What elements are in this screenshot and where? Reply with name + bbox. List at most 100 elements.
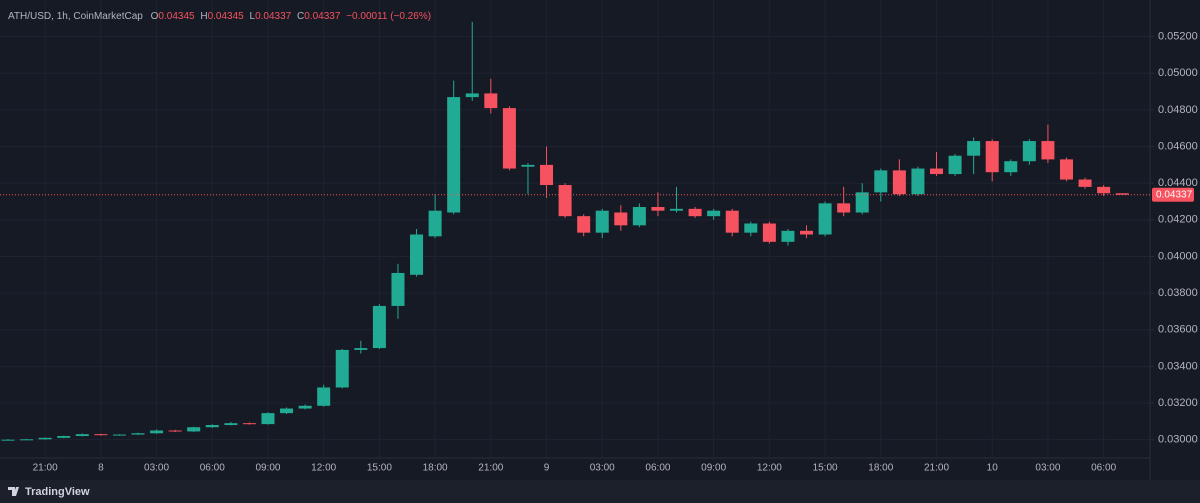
- ohlc-key: H: [200, 11, 207, 22]
- y-tick-label: 0.05200: [1158, 31, 1198, 43]
- x-tick-label: 06:00: [200, 463, 225, 474]
- footer-bar: [0, 480, 1200, 503]
- x-tick-label: 21:00: [924, 463, 949, 474]
- candle-body: [38, 437, 52, 440]
- candle-body: [874, 170, 888, 193]
- candle-body: [168, 430, 182, 432]
- x-tick-label: 03:00: [1035, 463, 1060, 474]
- candle-body: [94, 434, 108, 436]
- y-tick-label: 0.03800: [1158, 287, 1198, 299]
- candle-body: [632, 207, 646, 226]
- ohlc-key: O: [151, 11, 159, 22]
- candle-body: [20, 439, 34, 441]
- x-tick-label: 15:00: [367, 463, 392, 474]
- candle-body: [1004, 161, 1018, 173]
- candle-body: [57, 436, 71, 438]
- candle-body: [224, 423, 238, 426]
- candle-body: [150, 430, 164, 434]
- ohlc-key: L: [250, 11, 256, 22]
- x-tick-label: 15:00: [813, 463, 838, 474]
- x-tick-label: 12:00: [757, 463, 782, 474]
- candle-body: [558, 185, 572, 217]
- candle-body: [410, 234, 424, 275]
- x-tick-label: 12:00: [311, 463, 336, 474]
- candles: [1, 21, 1129, 441]
- candle-body: [948, 155, 962, 175]
- x-tick-label: 10: [987, 463, 999, 474]
- x-tick-label: 18:00: [868, 463, 893, 474]
- symbol: ATH/USD, 1h, CoinMarketCap: [8, 11, 143, 22]
- candle-body: [967, 141, 981, 156]
- candle-body: [205, 425, 219, 428]
- candle-body: [465, 93, 479, 98]
- candle-body: [1041, 141, 1055, 160]
- y-tick-label: 0.04400: [1158, 177, 1198, 189]
- candle-body: [131, 433, 145, 435]
- candle-body: [317, 387, 331, 406]
- candle-body: [595, 210, 609, 233]
- candle-body: [484, 93, 498, 109]
- chart-header: ATH/USD, 1h, CoinMarketCap O 0.04345 H 0.0…: [8, 11, 431, 22]
- candle-body: [1022, 141, 1036, 162]
- candle-body: [855, 192, 869, 213]
- candle-body: [354, 348, 368, 350]
- candle-body: [187, 427, 201, 432]
- x-tick-label: 09:00: [701, 463, 726, 474]
- branding-logo: TradingView: [8, 486, 90, 498]
- candle-body: [707, 210, 721, 217]
- candle-body: [614, 212, 628, 226]
- x-tick-label: 06:00: [645, 463, 670, 474]
- x-tick-label: 06:00: [1091, 463, 1116, 474]
- candle-body: [372, 305, 386, 349]
- candle-body: [1078, 179, 1092, 187]
- candle-body: [911, 168, 925, 195]
- candle-body: [818, 203, 832, 235]
- x-tick-label: 03:00: [590, 463, 615, 474]
- y-tick-label: 0.03000: [1158, 434, 1198, 446]
- candle-body: [1, 439, 15, 441]
- candle-body: [75, 434, 89, 437]
- candle-body: [688, 208, 702, 217]
- x-tick-label: 8: [98, 463, 104, 474]
- last-price-label: 0.04337: [1156, 189, 1193, 200]
- candle-body: [781, 230, 795, 242]
- y-tick-label: 0.05000: [1158, 67, 1198, 79]
- candle-body: [335, 349, 349, 388]
- logo-mark: [8, 487, 21, 496]
- candle-body: [837, 203, 851, 213]
- candle-body: [1059, 159, 1073, 180]
- candle-body: [744, 223, 758, 233]
- candle-body: [1115, 193, 1129, 195]
- candle-body: [892, 170, 906, 195]
- x-tick-label: 9: [544, 463, 550, 474]
- candle-body: [280, 408, 294, 414]
- candle-body: [930, 168, 943, 175]
- candle-body: [577, 216, 591, 233]
- ohlc-value: 0.04345: [208, 11, 245, 22]
- x-tick-label: 21:00: [33, 463, 58, 474]
- candle-body: [651, 207, 665, 211]
- candle-body: [298, 405, 312, 409]
- ohlc-key: C: [297, 11, 304, 22]
- x-tick-label: 09:00: [255, 463, 280, 474]
- y-tick-label: 0.03400: [1158, 360, 1198, 372]
- candle-body: [112, 434, 126, 436]
- candle-body: [800, 230, 814, 235]
- candle-body: [540, 164, 554, 186]
- candle-body: [391, 272, 405, 306]
- candle-body: [670, 208, 684, 211]
- last-price-box: [1152, 187, 1194, 202]
- y-tick-label: 0.04600: [1158, 140, 1198, 152]
- x-tick-label: 21:00: [478, 463, 503, 474]
- ohlc-value: 0.04337: [255, 11, 292, 22]
- candle-body: [261, 413, 275, 425]
- candle-body: [428, 210, 442, 237]
- candle-body: [725, 210, 739, 233]
- y-tick-label: 0.04000: [1158, 250, 1198, 262]
- candle-body: [762, 223, 776, 242]
- candle-body: [1097, 186, 1111, 194]
- branding-text: TradingView: [25, 486, 90, 498]
